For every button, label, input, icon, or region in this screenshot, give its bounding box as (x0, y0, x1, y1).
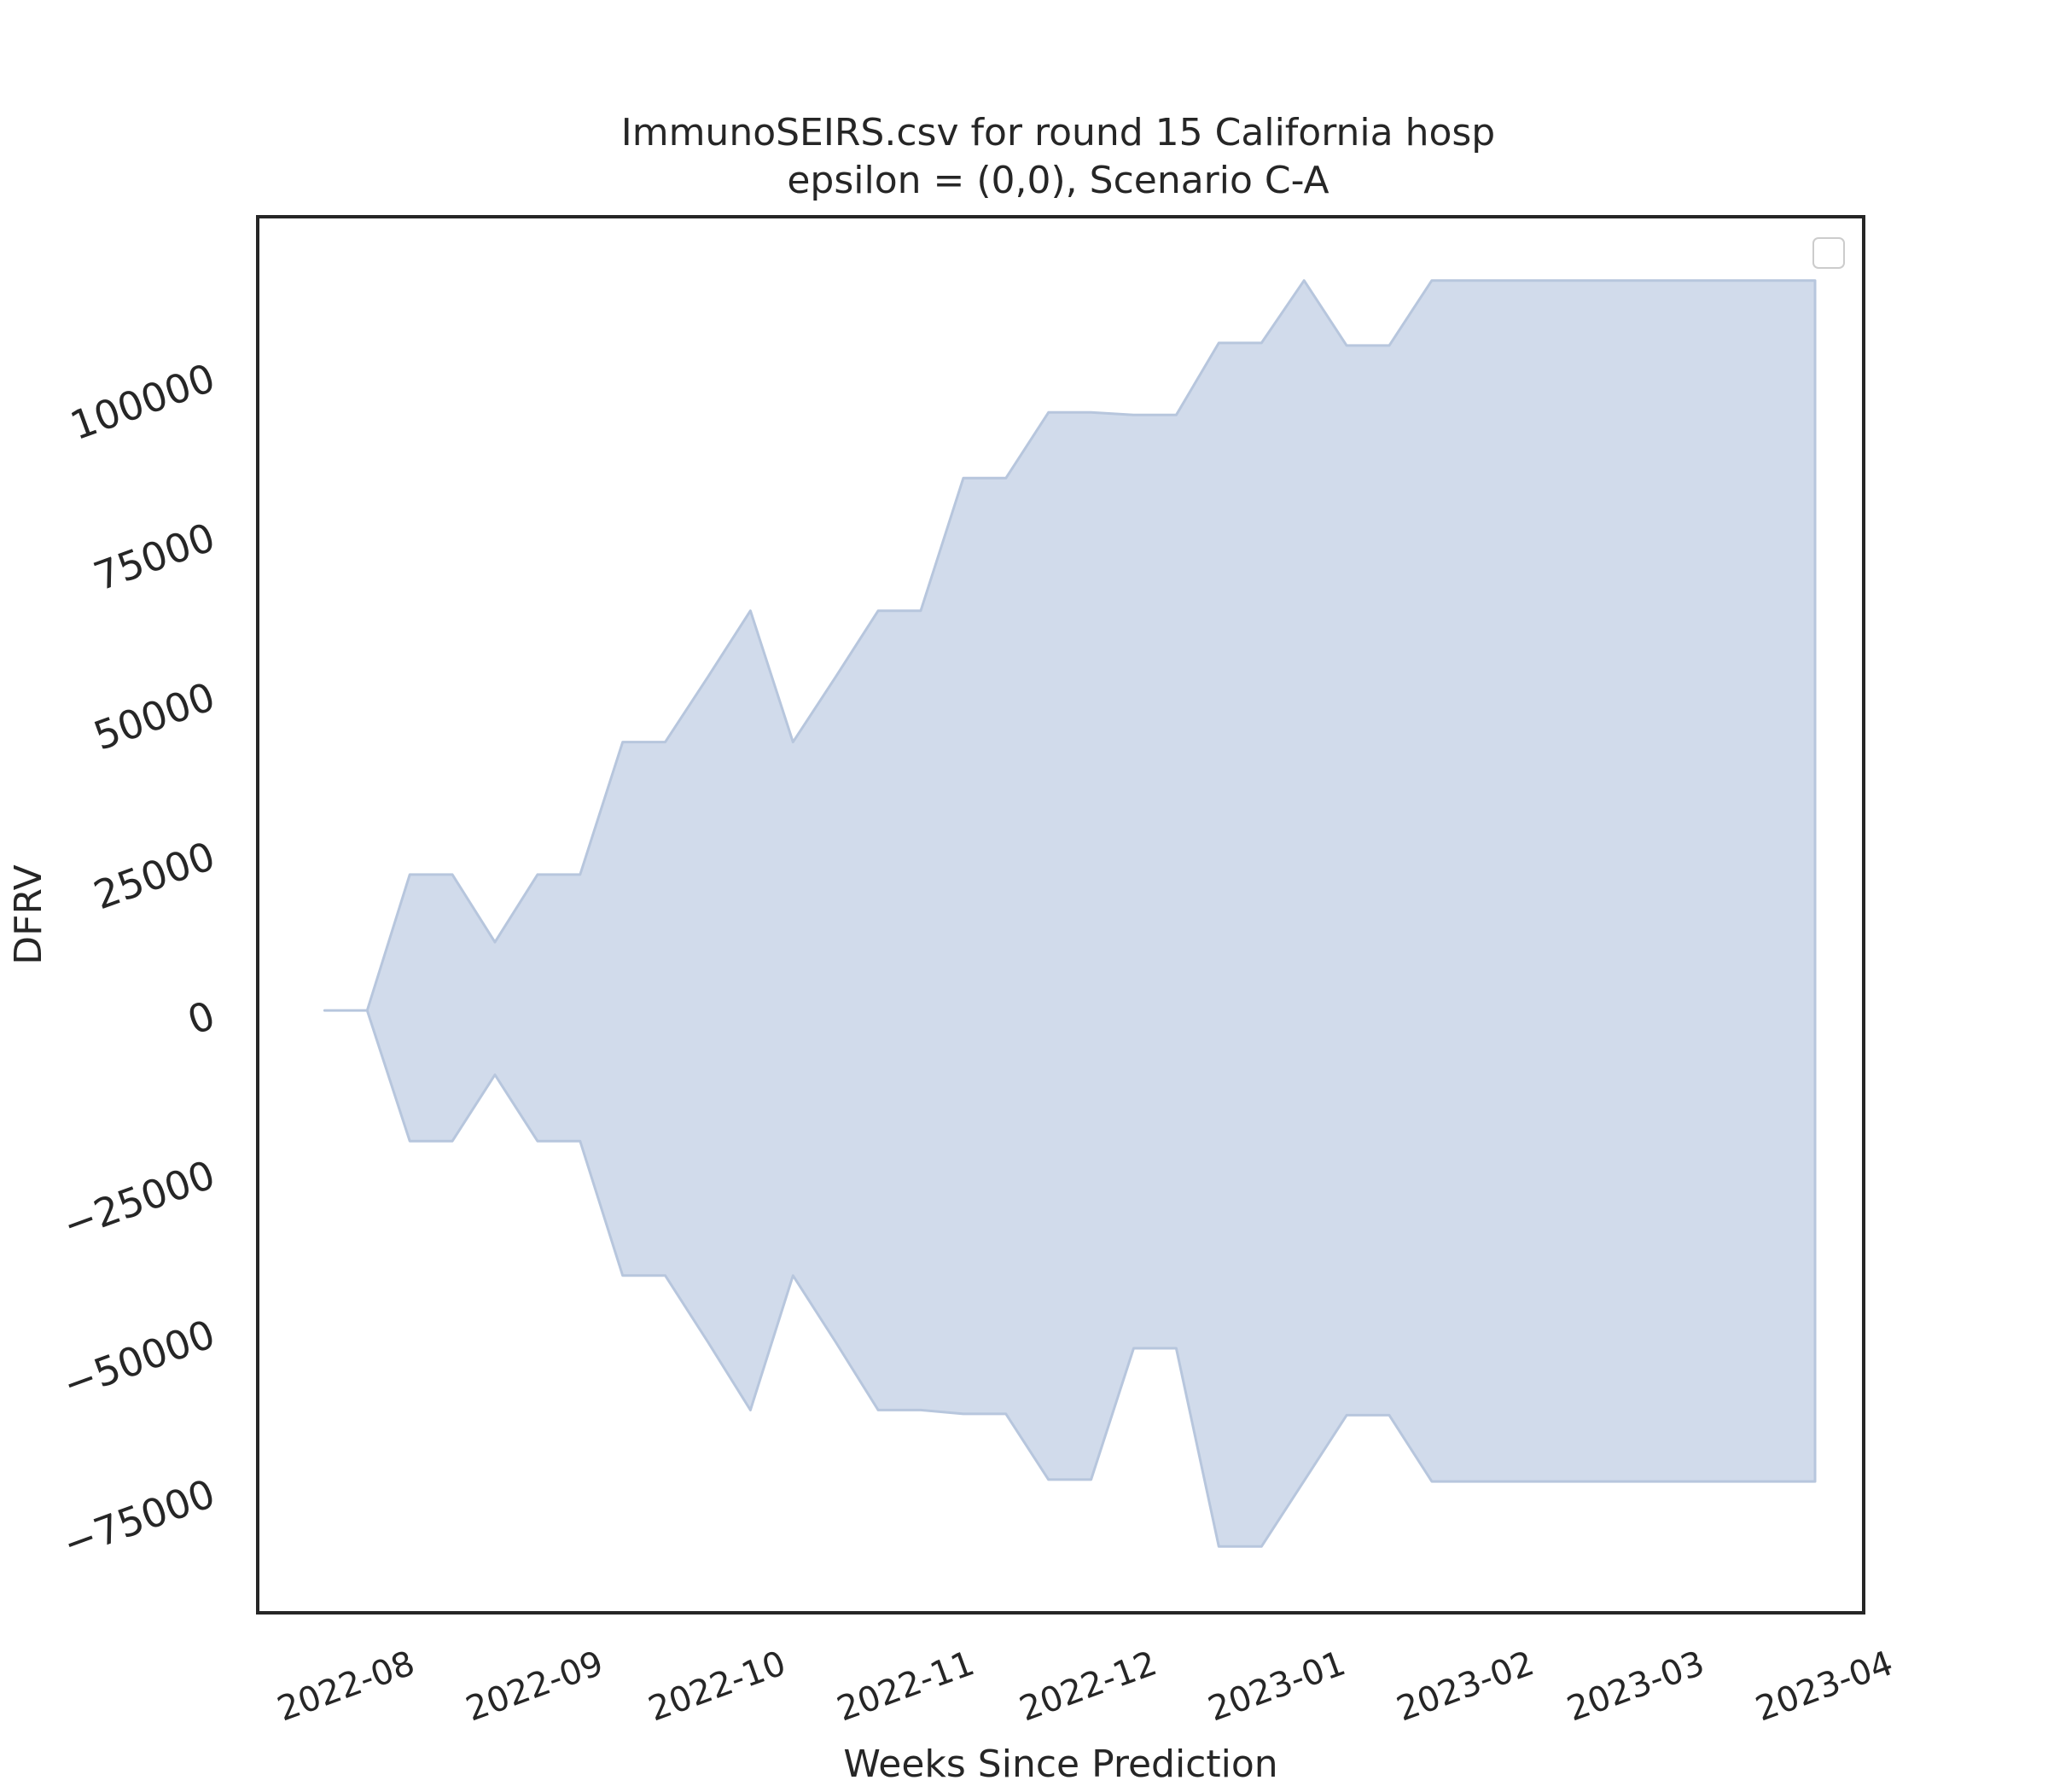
y-tick-label: −50000 (57, 1311, 221, 1408)
chart-title-line1: ImmunoSEIRS.csv for round 15 California … (621, 111, 1496, 154)
x-tick-label: 2022-10 (643, 1644, 791, 1729)
y-tick-label: −25000 (57, 1151, 221, 1248)
y-axis: −75000 −50000 −25000 0 25000 50000 75000 100000 (57, 354, 221, 1567)
y-tick-label: 75000 (88, 514, 221, 600)
x-tick-label: 2023-04 (1751, 1644, 1899, 1729)
x-tick-label: 2022-09 (461, 1644, 608, 1729)
x-tick-label: 2022-11 (832, 1644, 980, 1729)
x-axis: 2022-08 2022-09 2022-10 2022-11 2022-12 2023-… (272, 1644, 1898, 1729)
plot-frame (256, 215, 1865, 1615)
y-axis-label: DFRV (7, 864, 50, 964)
y-tick-label: 100000 (64, 354, 220, 449)
x-tick-label: 2023-01 (1203, 1644, 1351, 1729)
y-tick-label: −75000 (57, 1470, 221, 1568)
y-tick-label: 0 (182, 992, 221, 1044)
plot-area (323, 279, 1817, 1548)
x-tick-label: 2023-02 (1392, 1644, 1539, 1729)
x-tick-label: 2022-08 (272, 1644, 420, 1729)
legend-box (1812, 237, 1845, 269)
x-axis-label: Weeks Since Prediction (843, 1743, 1277, 1786)
y-tick-label: 25000 (88, 833, 221, 919)
series-band-0 (323, 279, 1817, 1548)
chart-title-line2: epsilon = (0,0), Scenario C-A (787, 159, 1329, 202)
y-tick-label: 50000 (88, 673, 221, 759)
x-tick-label: 2023-03 (1562, 1644, 1710, 1729)
x-tick-label: 2022-12 (1015, 1644, 1162, 1729)
